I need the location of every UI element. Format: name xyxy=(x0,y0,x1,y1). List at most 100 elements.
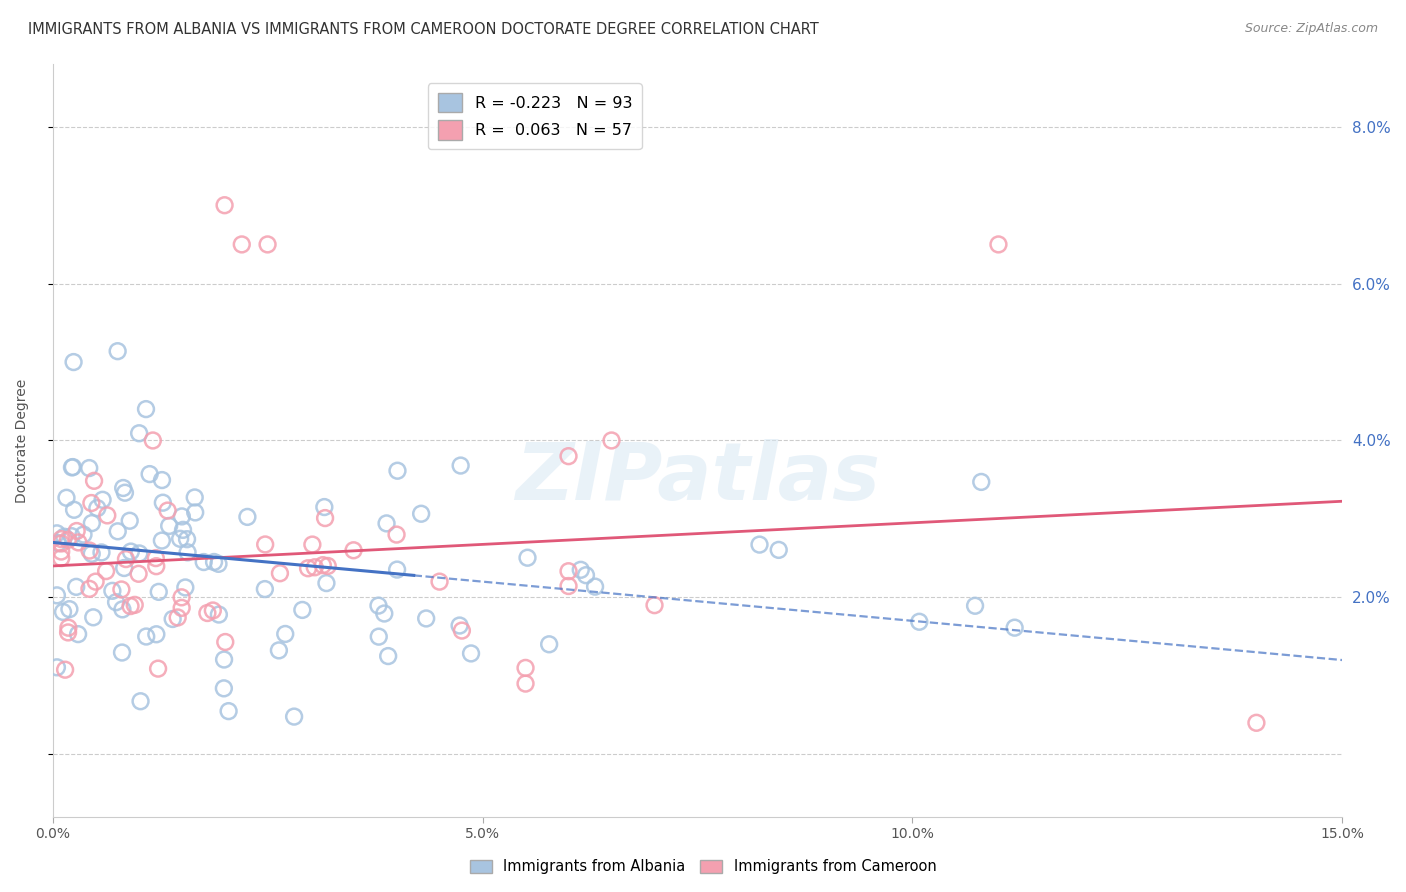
Point xyxy=(51,532,73,546)
Point xyxy=(314,511,336,525)
Point xyxy=(62,355,84,369)
Point xyxy=(575,568,598,582)
Point xyxy=(156,503,179,517)
Point xyxy=(557,579,579,593)
Point xyxy=(148,585,170,599)
Point xyxy=(312,558,335,573)
Point xyxy=(77,461,100,475)
Point xyxy=(451,624,474,638)
Point xyxy=(138,467,160,481)
Point xyxy=(118,514,141,528)
Point xyxy=(908,615,931,629)
Point xyxy=(274,627,297,641)
Text: Source: ZipAtlas.com: Source: ZipAtlas.com xyxy=(1244,22,1378,36)
Point xyxy=(150,533,173,548)
Point xyxy=(53,663,76,677)
Point xyxy=(269,566,291,581)
Point xyxy=(460,647,482,661)
Point xyxy=(170,509,193,524)
Point xyxy=(62,460,84,475)
Point xyxy=(415,611,437,625)
Point xyxy=(170,591,193,605)
Point xyxy=(515,676,537,690)
Point xyxy=(450,458,472,473)
Point xyxy=(367,599,389,613)
Point xyxy=(202,555,225,569)
Point xyxy=(214,198,236,212)
Point xyxy=(176,532,198,546)
Point xyxy=(120,544,142,558)
Point xyxy=(146,662,169,676)
Point xyxy=(60,460,83,475)
Point xyxy=(214,635,236,649)
Point xyxy=(170,600,193,615)
Point xyxy=(174,581,197,595)
Point xyxy=(128,546,150,560)
Point xyxy=(208,607,231,622)
Point xyxy=(83,474,105,488)
Point xyxy=(166,610,188,624)
Point xyxy=(212,652,235,666)
Point xyxy=(128,566,150,581)
Point xyxy=(45,660,67,674)
Point xyxy=(91,492,114,507)
Point xyxy=(82,610,104,624)
Point xyxy=(377,649,399,664)
Point xyxy=(218,704,240,718)
Point xyxy=(373,607,395,621)
Point xyxy=(152,496,174,510)
Point xyxy=(304,560,326,574)
Point xyxy=(569,563,592,577)
Text: IMMIGRANTS FROM ALBANIA VS IMMIGRANTS FROM CAMEROON DOCTORATE DEGREE CORRELATION: IMMIGRANTS FROM ALBANIA VS IMMIGRANTS FR… xyxy=(28,22,818,37)
Point xyxy=(236,509,259,524)
Point xyxy=(115,552,138,566)
Point xyxy=(79,582,101,596)
Point xyxy=(145,627,167,641)
Point xyxy=(135,402,157,417)
Point xyxy=(267,643,290,657)
Point xyxy=(385,527,408,541)
Point xyxy=(183,491,205,505)
Y-axis label: Doctorate Degree: Doctorate Degree xyxy=(15,378,30,502)
Point xyxy=(112,561,135,575)
Point xyxy=(105,595,128,609)
Point xyxy=(291,603,314,617)
Point xyxy=(63,503,86,517)
Point xyxy=(515,661,537,675)
Point xyxy=(80,516,103,530)
Point xyxy=(411,507,433,521)
Point xyxy=(96,508,118,523)
Point xyxy=(197,606,219,620)
Point xyxy=(86,501,108,516)
Point xyxy=(129,694,152,708)
Point xyxy=(1004,621,1026,635)
Point xyxy=(67,627,90,641)
Point xyxy=(387,464,409,478)
Point xyxy=(94,564,117,578)
Point xyxy=(52,605,75,619)
Point xyxy=(124,598,146,612)
Point xyxy=(429,574,451,589)
Point xyxy=(375,516,398,531)
Point xyxy=(45,588,67,602)
Point xyxy=(56,625,79,640)
Point xyxy=(316,558,339,573)
Point xyxy=(107,524,129,539)
Point xyxy=(256,237,278,252)
Point xyxy=(65,580,87,594)
Point xyxy=(283,709,305,723)
Point xyxy=(162,612,184,626)
Point xyxy=(367,630,389,644)
Point xyxy=(193,555,215,569)
Point xyxy=(80,547,103,561)
Point xyxy=(90,545,112,559)
Point xyxy=(231,237,253,252)
Point xyxy=(557,564,579,578)
Point xyxy=(987,237,1010,252)
Point xyxy=(114,485,136,500)
Text: ZIPatlas: ZIPatlas xyxy=(515,439,880,517)
Point xyxy=(315,576,337,591)
Point xyxy=(314,500,336,514)
Point xyxy=(169,532,191,546)
Point xyxy=(970,475,993,489)
